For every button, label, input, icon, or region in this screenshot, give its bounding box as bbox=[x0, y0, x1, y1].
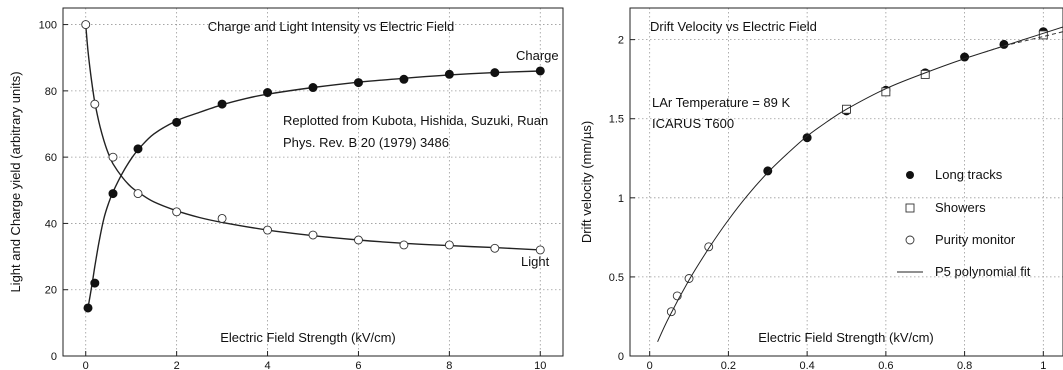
data-point bbox=[90, 278, 100, 288]
y-axis-label: Drift velocity (mm/µs) bbox=[579, 121, 594, 243]
data-point bbox=[217, 214, 227, 223]
data-point bbox=[108, 189, 118, 199]
legend: Long tracks Showers Purity monitor P5 polyn… bbox=[897, 167, 1031, 279]
dashed-fit-curve bbox=[984, 31, 1063, 53]
data-point bbox=[308, 83, 318, 93]
y-tick-label: 20 bbox=[45, 285, 57, 297]
data-point bbox=[490, 68, 500, 78]
legend-label: P5 polynomial fit bbox=[935, 264, 1031, 279]
x-tick-label: 0.8 bbox=[957, 360, 972, 370]
data-point bbox=[490, 243, 500, 253]
annotation-line: Phys. Rev. B 20 (1979) 3486 bbox=[283, 135, 449, 150]
plot-frame bbox=[629, 7, 1063, 357]
y-tick-label: 1 bbox=[618, 193, 624, 205]
x-tick-label: 0.4 bbox=[799, 360, 814, 370]
fit-curve bbox=[657, 26, 1063, 343]
chart-title: Drift Velocity vs Electric Field bbox=[650, 19, 817, 34]
x-axis-label: Electric Field Strength (kV/cm) bbox=[758, 330, 934, 345]
legend-label: Purity monitor bbox=[935, 232, 1016, 247]
legend-label: Showers bbox=[935, 200, 986, 215]
data-point bbox=[881, 87, 891, 97]
x-tick-label: 8 bbox=[446, 360, 452, 370]
legend-marker bbox=[906, 171, 914, 179]
y-tick-label: 40 bbox=[45, 218, 57, 230]
data-point bbox=[90, 99, 100, 109]
x-axis-label: Electric Field Strength (kV/cm) bbox=[220, 330, 396, 345]
y-tick-label: 0 bbox=[51, 351, 57, 363]
plot-frame bbox=[62, 7, 564, 357]
data-point bbox=[353, 78, 363, 88]
x-tick-label: 0.2 bbox=[721, 360, 736, 370]
annotation-line: LAr Temperature = 89 K bbox=[652, 95, 790, 110]
data-point bbox=[172, 117, 182, 127]
x-tick-label: 1 bbox=[1040, 360, 1046, 370]
x-tick-label: 0 bbox=[647, 360, 653, 370]
data-point bbox=[444, 240, 454, 250]
data-point bbox=[172, 207, 182, 217]
y-tick-label: 80 bbox=[45, 86, 57, 98]
y-tick-label: 0.5 bbox=[609, 272, 624, 284]
series-label: Charge bbox=[516, 48, 559, 63]
grid bbox=[63, 8, 563, 357]
data-point bbox=[399, 74, 409, 84]
series-label: Light bbox=[521, 254, 550, 269]
data-point bbox=[263, 225, 272, 235]
data-point bbox=[308, 230, 318, 240]
y-tick-label: 60 bbox=[45, 152, 57, 164]
x-tick-label: 2 bbox=[174, 360, 180, 370]
data-point bbox=[83, 303, 93, 313]
series-p5-polynomial-fit bbox=[657, 26, 1063, 343]
data-point bbox=[535, 245, 545, 255]
data-point bbox=[217, 99, 227, 109]
y-tick-label: 2 bbox=[618, 35, 624, 47]
data-point bbox=[763, 166, 773, 176]
data-point bbox=[133, 144, 143, 154]
data-point bbox=[133, 189, 143, 199]
y-tick-label: 100 bbox=[39, 20, 57, 32]
x-tick-label: 4 bbox=[264, 360, 270, 370]
data-point bbox=[108, 152, 118, 162]
y-tick-label: 0 bbox=[618, 351, 624, 363]
data-point bbox=[399, 240, 409, 250]
legend-label: Long tracks bbox=[935, 167, 1003, 182]
data-point bbox=[444, 69, 454, 79]
series-long-tracks bbox=[763, 27, 1048, 176]
fit-curve bbox=[87, 70, 541, 309]
y-tick-label: 1.5 bbox=[609, 114, 624, 126]
annotation-line: Replotted from Kubota, Hishida, Suzuki, … bbox=[283, 113, 548, 128]
chart-2: 0 0.2 0.4 0.6 0.8 1 0 0.5 1 1.5 2 Drift Velocity vs… bbox=[579, 7, 1063, 370]
legend-marker bbox=[905, 203, 915, 213]
legend-marker bbox=[905, 235, 915, 245]
axis-ticks: 0 0.2 0.4 0.6 0.8 1 0 0.5 1 1.5 2 bbox=[609, 35, 1047, 370]
x-tick-label: 6 bbox=[355, 360, 361, 370]
x-tick-label: 0.6 bbox=[878, 360, 893, 370]
data-point bbox=[81, 20, 91, 30]
data-point bbox=[263, 88, 273, 98]
grid bbox=[630, 8, 1063, 357]
x-tick-label: 0 bbox=[83, 360, 89, 370]
series-charge bbox=[83, 66, 545, 313]
x-tick-label: 10 bbox=[534, 360, 546, 370]
series-showers bbox=[842, 30, 1048, 114]
annotation-line: ICARUS T600 bbox=[652, 116, 734, 131]
data-point bbox=[354, 235, 363, 245]
data-point bbox=[802, 133, 812, 143]
series-light bbox=[81, 20, 545, 255]
y-axis-label: Light and Charge yield (arbitrary units) bbox=[8, 71, 23, 292]
chart-title: Charge and Light Intensity vs Electric F… bbox=[208, 19, 454, 34]
data-point bbox=[535, 66, 545, 76]
